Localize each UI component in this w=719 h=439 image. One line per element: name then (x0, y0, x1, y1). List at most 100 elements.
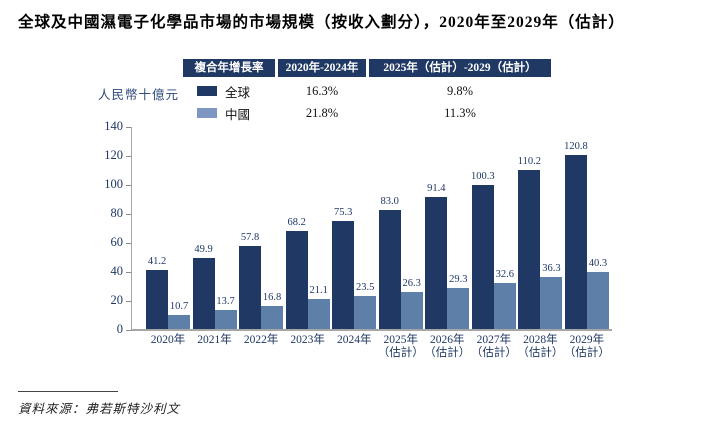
bar-global (332, 220, 355, 330)
value-label-global: 75.3 (334, 206, 353, 218)
bar-china (168, 314, 190, 330)
cagr-value-china-period1: 21.8% (305, 105, 339, 120)
y-tick-mark (126, 330, 131, 331)
y-tick-label: 140 (104, 119, 123, 133)
value-label-global: 100.3 (471, 170, 495, 182)
bar-global (378, 209, 401, 330)
x-tick-label: 2026年 （估計） (424, 334, 471, 359)
value-label-global: 49.9 (194, 243, 213, 255)
source-text: 資料來源：弗若斯特沙利文 (18, 402, 181, 416)
y-axis-line (131, 127, 132, 330)
value-label-china: 32.6 (495, 268, 515, 280)
bar-group: 100.3 32.6 2027年 （估計） (471, 127, 517, 359)
value-label-china: 26.3 (402, 277, 421, 289)
x-tick-label: 2028年 （估計） (517, 334, 564, 359)
x-tick-label: 2021年 (197, 334, 232, 346)
cagr-value-global-period1: 16.3% (305, 83, 339, 98)
legend-label-global: 全球 (225, 85, 251, 100)
bar-group: 57.8 16.8 2022年 (238, 127, 284, 346)
bar-group: 49.9 13.7 2021年 (192, 127, 238, 346)
y-tick-label: 40 (110, 264, 124, 278)
y-tick-mark (126, 127, 131, 128)
x-tick-label: 2029年 （估計） (563, 334, 610, 359)
bar-group: 68.2 21.1 2023年 (285, 127, 331, 346)
y-tick-label: 80 (110, 206, 124, 220)
bar-group: 41.2 10.7 2020年 (145, 127, 191, 346)
bar-china (400, 291, 423, 330)
x-tick-label: 2025年 （估計） (377, 334, 424, 359)
y-tick-label: 0 (116, 322, 123, 336)
y-tick-mark (126, 156, 131, 157)
x-axis-line (131, 329, 612, 331)
bar-group: 91.4 29.3 2026年 （估計） (424, 127, 470, 359)
y-axis-unit-label: 人民幣十億元 (98, 88, 180, 102)
value-label-china: 40.3 (588, 257, 608, 269)
y-tick-mark (126, 243, 131, 244)
china-legend-swatch-icon (197, 108, 217, 118)
y-tick-mark (126, 185, 131, 186)
value-label-global: 68.2 (287, 217, 306, 229)
bar-group: 83.0 26.3 2025年 （估計） (378, 127, 424, 359)
bar-global (192, 257, 215, 330)
cagr-table: 複合年增長率 2020年-2024年 2025年（估計）-2029（估計） 全球… (183, 59, 551, 123)
y-tick-mark (126, 301, 131, 302)
x-tick-label: 2020年 (150, 334, 186, 346)
bar-global (239, 246, 262, 330)
value-label-china: 29.3 (449, 273, 468, 285)
value-label-global: 57.8 (240, 232, 260, 244)
value-label-global: 91.4 (427, 183, 446, 195)
value-label-global: 41.2 (147, 256, 167, 268)
bar-china (540, 277, 563, 330)
y-tick-label: 20 (110, 293, 124, 307)
source-divider (18, 391, 118, 392)
bar-china (307, 299, 330, 330)
cagr-header-label: 複合年增長率 (183, 59, 275, 77)
bar-china (586, 271, 609, 330)
bar-group: 110.2 36.3 2028年 （估計） (517, 127, 563, 359)
bar-group: 120.8 40.3 2029年 （估計） (564, 127, 610, 359)
table-row-global: 全球 16.3% 9.8% (183, 82, 551, 101)
bar-china (493, 282, 516, 330)
bar-china (261, 305, 284, 330)
cagr-table-header: 複合年增長率 2020年-2024年 2025年（估計）-2029（估計） (183, 59, 551, 77)
global-legend-swatch-icon (197, 86, 217, 96)
bar-chart-plot: 0 20 40 60 80 100 120 140 41.2 10.7 2020年 49.9 13.7… (104, 119, 612, 359)
bar-china (214, 310, 237, 330)
legend-item-global: 全球 (183, 82, 275, 101)
value-label-china: 13.7 (216, 296, 235, 308)
value-label-global: 110.2 (517, 156, 541, 168)
cagr-value-global-period2: 9.8% (446, 83, 474, 98)
x-tick-label: 2023年 (290, 334, 325, 346)
page-title: 全球及中國濕電子化學品市場的市場規模（按收入劃分），2020年至2029年（估計… (18, 14, 625, 31)
value-label-china: 10.7 (169, 300, 189, 312)
bar-china (447, 287, 470, 330)
cagr-header-period1: 2020年-2024年 (278, 59, 366, 77)
x-tick-label: 2022年 (243, 334, 279, 346)
bar-group: 75.3 23.5 2024年 (331, 127, 377, 346)
x-tick-label: 2024年 (336, 334, 372, 346)
cagr-value-china-period2: 11.3% (444, 105, 476, 120)
bar-global (518, 170, 541, 330)
bar-global (564, 154, 587, 330)
bar-global (425, 197, 448, 330)
y-tick-label: 100 (104, 177, 123, 191)
legend-label-china: 中國 (225, 107, 251, 122)
value-label-china: 36.3 (542, 263, 561, 275)
value-label-global: 83.0 (380, 195, 399, 207)
bar-global (471, 184, 494, 330)
bar-global (285, 231, 308, 330)
y-tick-mark (126, 214, 131, 215)
value-label-global: 120.8 (564, 140, 588, 152)
bar-global (146, 270, 168, 330)
y-tick-label: 120 (104, 148, 123, 162)
y-tick-mark (126, 272, 131, 273)
table-row-china: 中國 21.8% 11.3% (183, 104, 551, 123)
value-label-china: 16.8 (262, 291, 282, 303)
value-label-china: 23.5 (356, 281, 375, 293)
y-tick-label: 60 (110, 235, 124, 249)
legend-item-china: 中國 (183, 104, 275, 123)
bar-china (354, 295, 377, 330)
x-tick-label: 2027年 （估計） (470, 334, 517, 359)
bar-groups: 41.2 10.7 2020年 49.9 13.7 2021年 57.8 16.8 2022年 6… (145, 127, 610, 359)
